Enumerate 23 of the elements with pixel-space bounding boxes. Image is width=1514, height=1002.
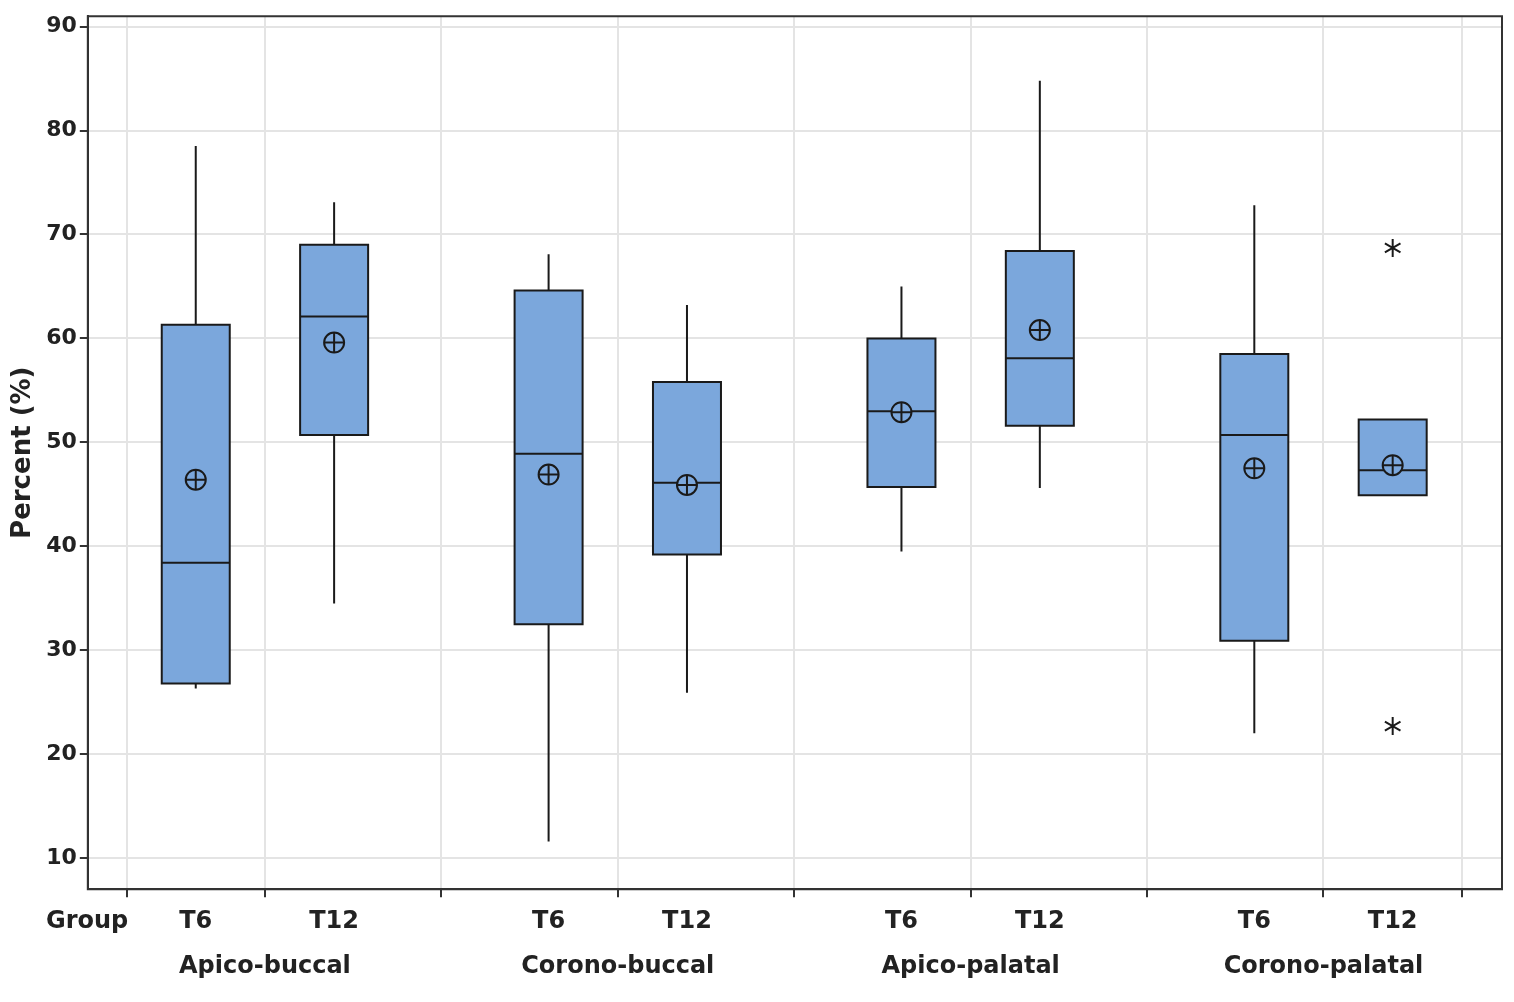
x-tick-label: T6	[179, 905, 213, 934]
text: Apico-palatal	[881, 951, 1060, 980]
y-tick-label: 80	[46, 116, 77, 142]
x-tick-label: T12	[1014, 905, 1065, 934]
x-tick-label: T6	[532, 905, 566, 934]
y-tick-label: 40	[46, 531, 77, 557]
x-tick-label: T6	[884, 905, 918, 934]
y-tick-label: 90	[46, 12, 77, 38]
text: Corono-buccal	[521, 951, 715, 980]
y-tick-label: 10	[46, 843, 77, 869]
x-tick-label: T12	[662, 905, 712, 934]
y-tick-label: 60	[46, 324, 77, 350]
text: Corono-palatal	[1223, 951, 1424, 980]
y-tick-label: 20	[46, 739, 77, 765]
x-tick-label: T12	[309, 905, 360, 934]
y-tick-label: 70	[46, 220, 77, 246]
x-tick-label: T6	[1237, 905, 1271, 934]
y-tick-label: 30	[46, 635, 77, 661]
x-tick-label: T12	[1367, 905, 1418, 934]
x-axis-title: Group	[46, 906, 129, 935]
y-tick-label: 50	[46, 428, 77, 454]
text: Apico-buccal	[179, 951, 351, 980]
y-axis-title: Percent (%)	[6, 366, 37, 539]
